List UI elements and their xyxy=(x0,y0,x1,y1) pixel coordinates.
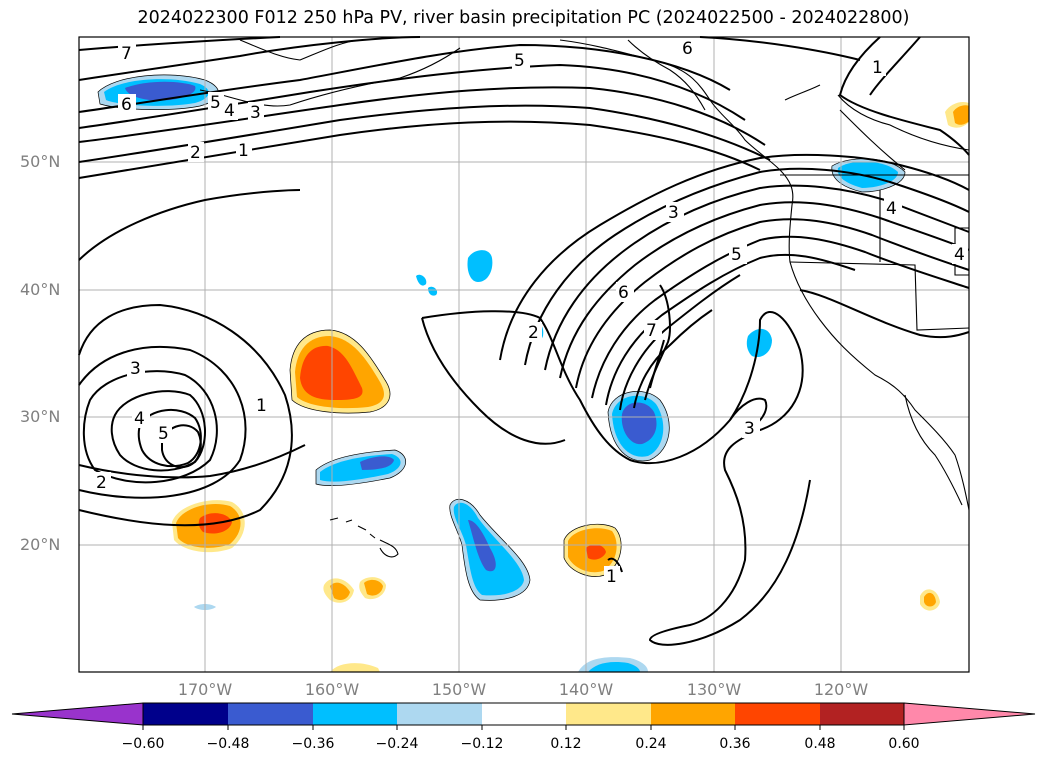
contour-label: 3 xyxy=(130,359,141,379)
colorbar-segment xyxy=(735,703,820,725)
positive-anomaly-area xyxy=(330,582,350,600)
contour-label: 5 xyxy=(514,51,525,71)
negative-anomaly-area xyxy=(746,328,772,358)
longitude-label-160w: 160°W xyxy=(304,680,360,699)
negative-anomaly-area xyxy=(468,520,496,572)
colorbar-segment xyxy=(566,703,651,725)
contour-label: 4 xyxy=(954,245,965,265)
contour-label: 6 xyxy=(618,283,629,303)
colorbar-tick-label: 0.48 xyxy=(804,736,836,752)
contour-label: 5 xyxy=(210,93,221,113)
contour-label: 2 xyxy=(96,473,107,493)
contour-label: 4 xyxy=(134,409,145,429)
colorbar-tick-label: −0.12 xyxy=(460,736,504,752)
longitude-label-120w: 120°W xyxy=(813,680,869,699)
positive-anomaly-area xyxy=(364,579,383,596)
pv-contours xyxy=(78,36,970,646)
positive-anomaly-area xyxy=(586,544,606,560)
colorbar-segment xyxy=(143,703,228,725)
contour-label: 6 xyxy=(682,39,693,59)
longitude-label-140w: 140°W xyxy=(558,680,614,699)
negative-anomaly-area xyxy=(428,286,438,296)
contour-label: 6 xyxy=(121,95,132,115)
positive-anomaly-area xyxy=(953,105,969,125)
colorbar-tick-label: −0.36 xyxy=(291,736,335,752)
colorbar xyxy=(11,702,1036,730)
contour-label: 1 xyxy=(606,567,617,587)
contour-label: 2 xyxy=(190,143,201,163)
colorbar-tick-label: 0.24 xyxy=(635,736,667,752)
contour-label: 7 xyxy=(646,321,657,341)
colorbar-tick-label: −0.60 xyxy=(121,736,165,752)
positive-anomaly-area xyxy=(300,345,363,400)
colorbar-segment xyxy=(651,703,735,725)
negative-anomaly-area xyxy=(588,662,640,672)
colorbar-segment xyxy=(820,703,904,725)
colorbar-tick-label: 0.60 xyxy=(888,736,920,752)
negative-anomaly-area xyxy=(467,250,493,282)
contour-label: 5 xyxy=(158,424,169,444)
contour-label: 2 xyxy=(528,323,539,343)
contour-labels: 7 6 5 4 3 2 1 5 6 1 3 4 5 6 7 2 3 4 5 xyxy=(93,38,968,587)
contour-label: 3 xyxy=(250,103,261,123)
positive-anomaly-area xyxy=(330,663,380,672)
coastlines xyxy=(199,39,969,558)
colorbar-segment xyxy=(397,703,482,725)
contour-label: 7 xyxy=(121,44,132,64)
colorbar-tick-label: −0.24 xyxy=(375,736,419,752)
contour-label: 5 xyxy=(731,245,742,265)
colorbar-segment xyxy=(482,703,566,725)
positive-anomaly-area xyxy=(924,592,936,607)
colorbar-tick-label: 0.12 xyxy=(550,736,582,752)
negative-anomaly-area xyxy=(621,402,657,445)
longitude-label-130w: 130°W xyxy=(686,680,742,699)
negative-anomaly-area xyxy=(416,274,427,286)
negative-anomaly-area xyxy=(360,456,394,470)
colorbar-low-extension xyxy=(11,702,144,726)
latitude-label-20n: 20°N xyxy=(20,535,61,554)
negative-anomaly-area xyxy=(125,81,196,101)
contour-label: 4 xyxy=(224,101,235,121)
contour-label: 1 xyxy=(238,141,249,161)
contour-label: 3 xyxy=(668,203,679,223)
map-frame xyxy=(78,36,970,673)
colorbar-tick-label: −0.48 xyxy=(206,736,250,752)
longitude-label-150w: 150°W xyxy=(431,680,487,699)
contour-label: 1 xyxy=(872,58,883,78)
latitude-label-40n: 40°N xyxy=(20,280,61,299)
map-title: 2024022300 F012 250 hPa PV, river basin … xyxy=(137,8,910,28)
contour-label: 4 xyxy=(886,199,897,219)
latitude-label-50n: 50°N xyxy=(20,152,61,171)
colorbar-segment xyxy=(228,703,313,725)
contour-label: 3 xyxy=(744,419,755,439)
latitude-label-30n: 30°N xyxy=(20,407,61,426)
graticule xyxy=(79,37,969,672)
colorbar-high-extension xyxy=(903,702,1036,726)
contour-label: 1 xyxy=(256,396,267,416)
longitude-label-170w: 170°W xyxy=(177,680,233,699)
colorbar-segment xyxy=(313,703,397,725)
precipitation-shading xyxy=(98,74,969,672)
colorbar-tick-label: 0.36 xyxy=(719,736,751,752)
